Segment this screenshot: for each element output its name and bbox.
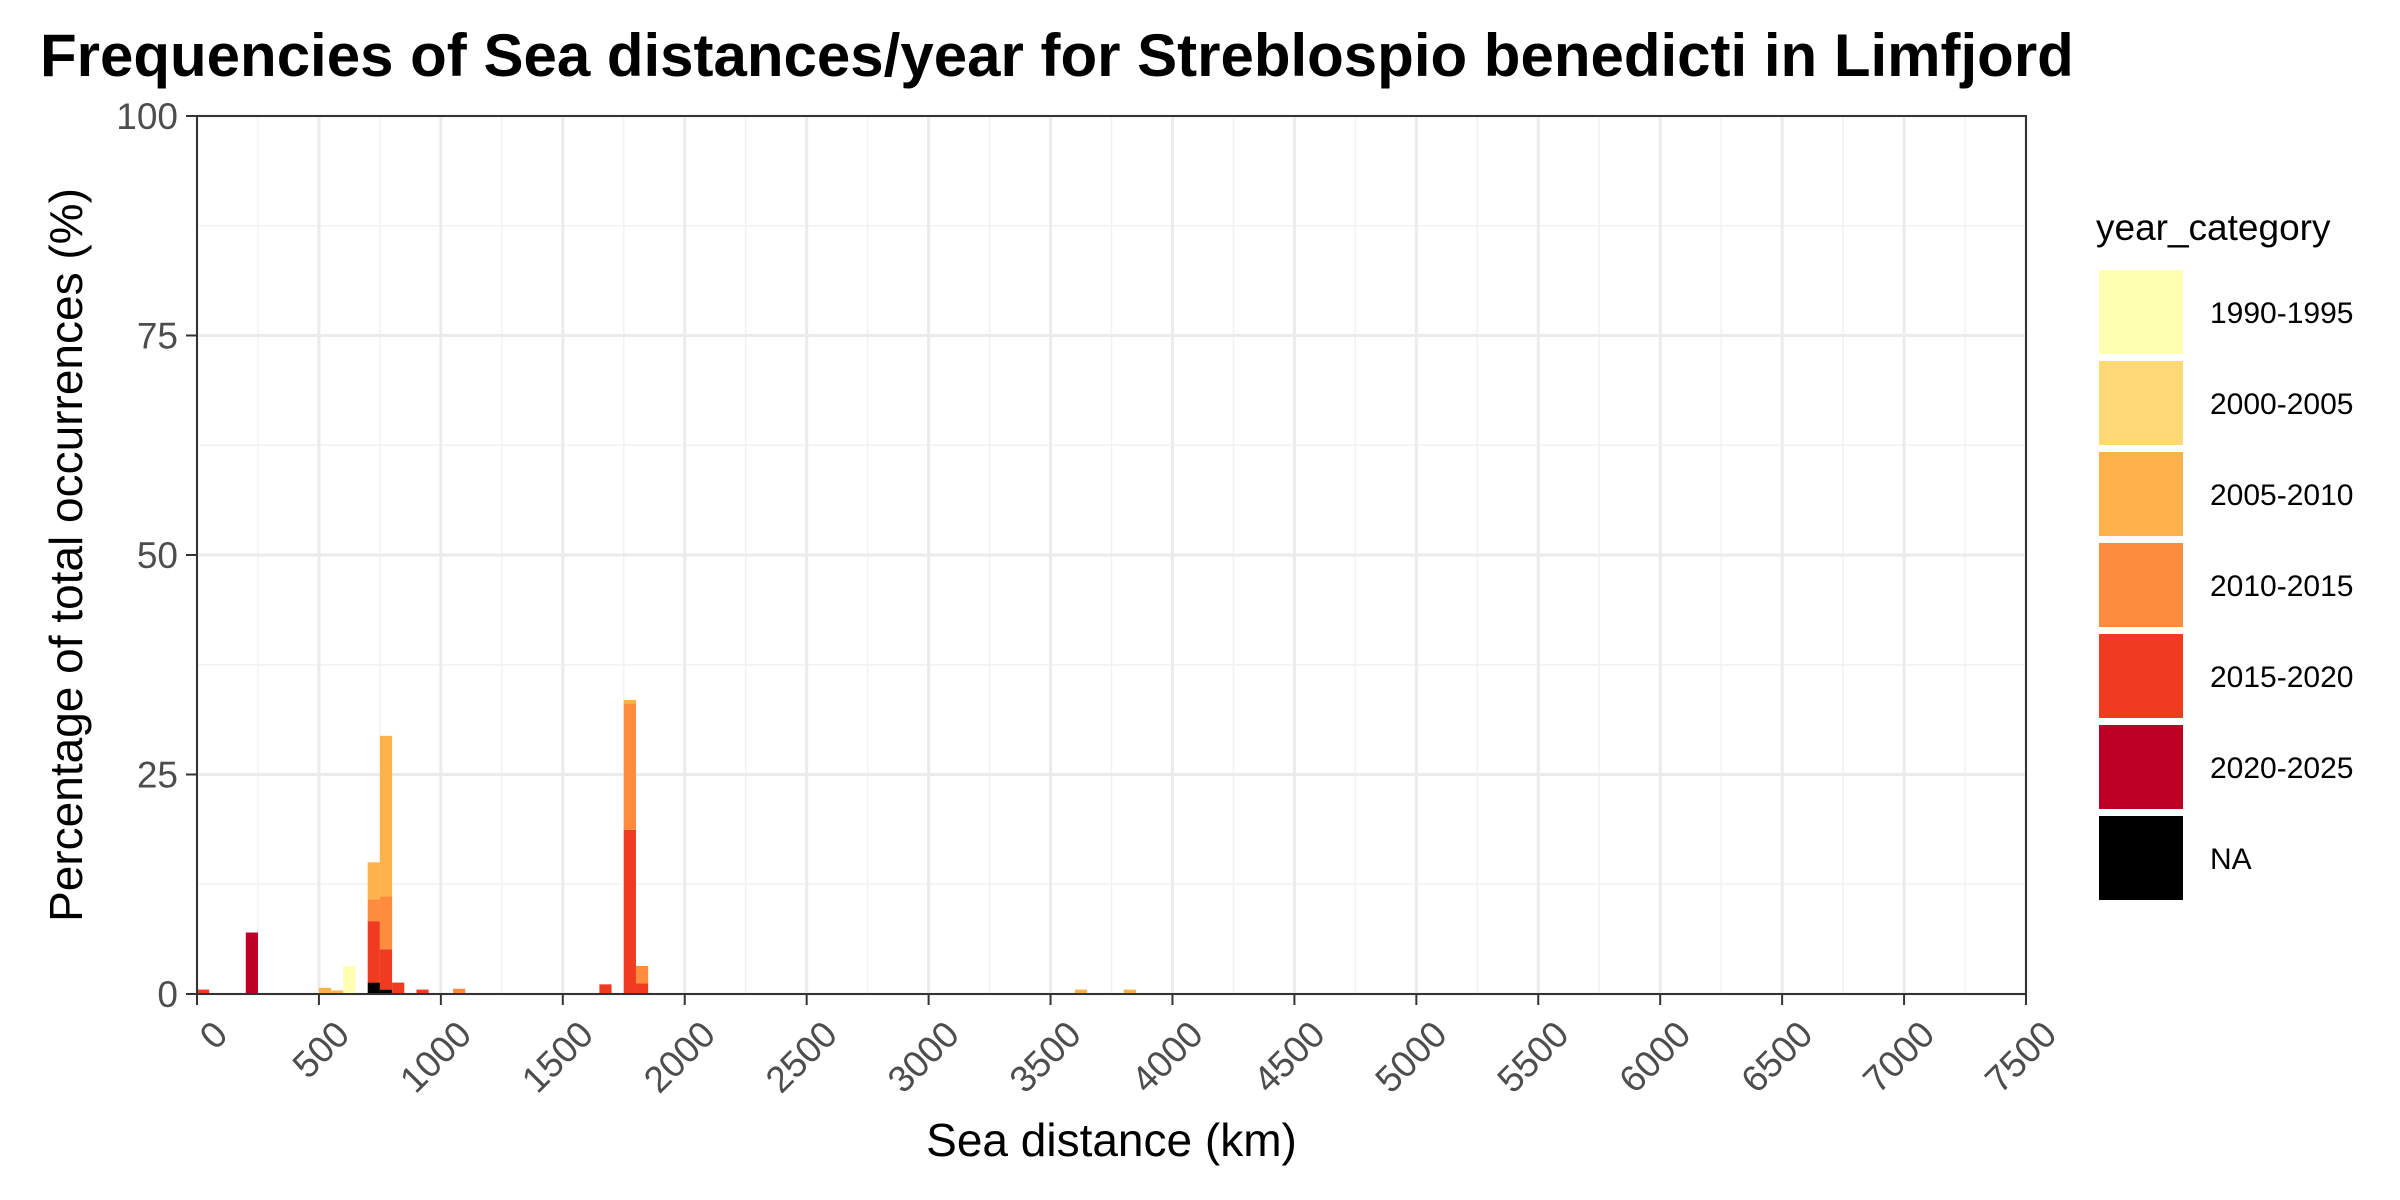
bar-segment <box>635 965 649 984</box>
legend-swatch <box>2099 816 2183 900</box>
x-tick-label: 6500 <box>1733 1013 1820 1100</box>
legend-swatch <box>2099 725 2183 809</box>
bar-segment <box>379 949 393 990</box>
x-tick-label: 3000 <box>880 1013 967 1100</box>
bar-segment <box>379 896 393 950</box>
chart-title: Frequencies of Sea distances/year for St… <box>40 22 2074 89</box>
bar-segment <box>367 899 380 922</box>
legend-title: year_category <box>2096 207 2331 248</box>
y-tick-label: 75 <box>137 316 178 357</box>
legend-label: 2000-2005 <box>2210 388 2353 421</box>
bar-segment <box>367 982 380 994</box>
legend-label: 2010-2015 <box>2210 570 2353 603</box>
legend-label: 2020-2025 <box>2210 752 2353 785</box>
y-axis: 0 25 50 75 100 <box>116 96 197 1015</box>
legend-label: 1990-1995 <box>2210 297 2353 330</box>
y-axis-title: Percentage of total occurrences (%) <box>40 188 92 922</box>
bar-segment <box>379 735 393 897</box>
legend-swatch <box>2099 452 2183 536</box>
legend-label: NA <box>2210 843 2252 876</box>
legend-swatch <box>2099 270 2183 354</box>
plot-area <box>195 114 2028 996</box>
bar-segment <box>245 932 258 994</box>
bar-segment <box>599 984 612 994</box>
bar-segment <box>367 921 380 983</box>
bar-segment <box>379 989 393 994</box>
bar-segment <box>1074 989 1088 994</box>
x-tick-label: 7000 <box>1855 1013 1942 1100</box>
x-tick-label: 0 <box>192 1013 236 1057</box>
bar-segment <box>343 965 356 994</box>
y-tick-label: 0 <box>157 974 178 1015</box>
legend-items: 1990-1995 2000-2005 2005-2010 2010-2015 2015… <box>2099 270 2353 900</box>
y-tick-label: 25 <box>137 755 178 796</box>
bar-segment <box>635 983 649 994</box>
bar-segment <box>623 829 636 994</box>
legend-swatch <box>2099 361 2183 445</box>
x-tick-label: 3500 <box>1002 1013 1089 1100</box>
x-tick-label: 7500 <box>1977 1013 2064 1100</box>
x-axis-title: Sea distance (km) <box>926 1114 1297 1166</box>
bars <box>197 699 1136 994</box>
x-tick-label: 1500 <box>514 1013 601 1100</box>
x-tick-label: 1000 <box>392 1013 479 1100</box>
bar-segment <box>392 982 405 994</box>
legend-label: 2015-2020 <box>2210 661 2353 694</box>
legend: year_category 1990-1995 2000-2005 2005-201… <box>2096 207 2353 900</box>
x-axis: 0 500 1000 1500 2000 2500 3000 3500 4000 4500 5000… <box>192 994 2064 1101</box>
x-tick-label: 4000 <box>1124 1013 1211 1100</box>
legend-swatch <box>2099 634 2183 718</box>
x-tick-label: 2500 <box>758 1013 845 1100</box>
y-tick-label: 100 <box>116 96 178 137</box>
x-tick-label: 6000 <box>1611 1013 1698 1100</box>
x-tick-label: 5000 <box>1367 1013 1454 1100</box>
bar-segment <box>1123 989 1136 994</box>
bar-segment <box>197 989 210 994</box>
x-tick-label: 4500 <box>1246 1013 1333 1100</box>
bar-segment <box>367 862 380 900</box>
bar-segment <box>318 987 332 994</box>
x-tick-label: 2000 <box>636 1013 723 1100</box>
bar-segment <box>623 699 636 704</box>
legend-swatch <box>2099 543 2183 627</box>
bar-segment <box>331 990 344 994</box>
x-tick-label: 500 <box>285 1013 358 1086</box>
bar-segment <box>453 988 466 994</box>
bar-segment <box>623 703 636 830</box>
y-tick-label: 50 <box>137 535 178 576</box>
bar-segment <box>416 989 429 994</box>
x-tick-label: 5500 <box>1489 1013 1576 1100</box>
legend-label: 2005-2010 <box>2210 479 2353 512</box>
